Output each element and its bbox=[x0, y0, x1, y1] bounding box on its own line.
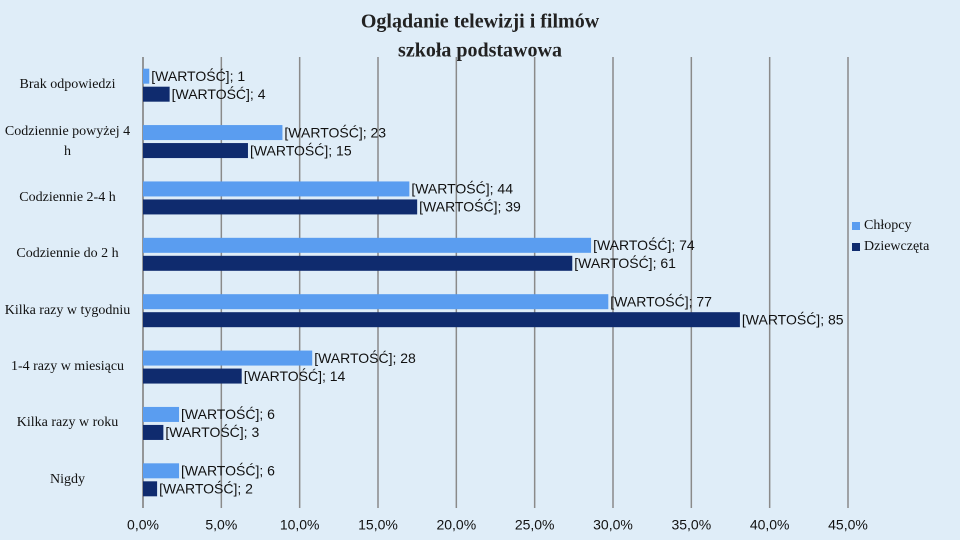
bar bbox=[143, 294, 609, 310]
data-label: [WARTOŚĆ]; 15 bbox=[250, 141, 352, 158]
bar bbox=[143, 68, 150, 84]
bar bbox=[143, 86, 170, 102]
y-tick-label: Brak odpowiedzi bbox=[19, 77, 116, 93]
data-label: [WARTOŚĆ]; 28 bbox=[314, 349, 416, 366]
x-tick-label: 15,0% bbox=[358, 517, 398, 533]
bar bbox=[143, 255, 573, 271]
chart-subtitle: szkoła podstawowa bbox=[398, 40, 562, 62]
data-label: [WARTOŚĆ]; 23 bbox=[284, 123, 386, 140]
data-label: [WARTOŚĆ]; 1 bbox=[151, 67, 245, 84]
bar bbox=[143, 143, 248, 159]
bar bbox=[143, 481, 158, 497]
bar bbox=[143, 312, 740, 328]
bar bbox=[143, 424, 164, 440]
x-tick-label: 20,0% bbox=[436, 517, 476, 533]
data-label: [WARTOŚĆ]; 85 bbox=[742, 310, 844, 327]
data-label: [WARTOŚĆ]; 3 bbox=[165, 423, 259, 440]
x-tick-label: 40,0% bbox=[750, 517, 790, 533]
y-tick-label: Nigdy bbox=[50, 471, 85, 487]
y-tick-label: Codziennie do 2 h bbox=[16, 246, 119, 262]
bar bbox=[143, 463, 180, 479]
bar bbox=[143, 181, 410, 197]
data-label: [WARTOŚĆ]; 74 bbox=[593, 236, 695, 253]
data-label: [WARTOŚĆ]; 6 bbox=[181, 462, 275, 479]
x-tick-label: 25,0% bbox=[515, 517, 555, 533]
x-tick-label: 10,0% bbox=[280, 517, 320, 533]
data-label: [WARTOŚĆ]; 6 bbox=[181, 405, 275, 422]
x-tick-label: 5,0% bbox=[205, 517, 237, 533]
bar bbox=[143, 406, 180, 422]
data-label: [WARTOŚĆ]; 2 bbox=[159, 480, 253, 497]
data-label: [WARTOŚĆ]; 39 bbox=[419, 198, 521, 215]
data-label: [WARTOŚĆ]; 44 bbox=[411, 180, 513, 197]
bar bbox=[143, 368, 242, 384]
y-tick-label: Kilka razy w roku bbox=[16, 415, 119, 431]
x-tick-label: 30,0% bbox=[593, 517, 633, 533]
bar bbox=[143, 125, 283, 141]
y-tick-label: Codziennie 2-4 h bbox=[19, 189, 116, 205]
data-label: [WARTOŚĆ]; 14 bbox=[244, 367, 346, 384]
bar bbox=[143, 199, 418, 215]
x-tick-label: 35,0% bbox=[671, 517, 711, 533]
x-tick-label: 45,0% bbox=[828, 517, 868, 533]
x-tick-label: 0,0% bbox=[127, 517, 159, 533]
data-label: [WARTOŚĆ]; 77 bbox=[610, 292, 712, 309]
data-label: [WARTOŚĆ]; 4 bbox=[172, 85, 266, 102]
chart-title: Oglądanie telewizji i filmów bbox=[361, 11, 600, 33]
legend-swatch bbox=[852, 243, 860, 251]
y-tick-label: 1-4 razy w miesiącu bbox=[10, 359, 125, 375]
legend-label: Chłopcy bbox=[864, 218, 911, 233]
data-label: [WARTOŚĆ]; 61 bbox=[574, 254, 676, 271]
y-tick-label: Kilka razy w tygodniu bbox=[4, 302, 131, 318]
y-tick-label: Codziennie powyżej 4 h bbox=[4, 123, 131, 159]
legend-label: Dziewczęta bbox=[864, 239, 930, 254]
legend-swatch bbox=[852, 222, 860, 230]
bar bbox=[143, 350, 313, 366]
bar bbox=[143, 237, 592, 253]
